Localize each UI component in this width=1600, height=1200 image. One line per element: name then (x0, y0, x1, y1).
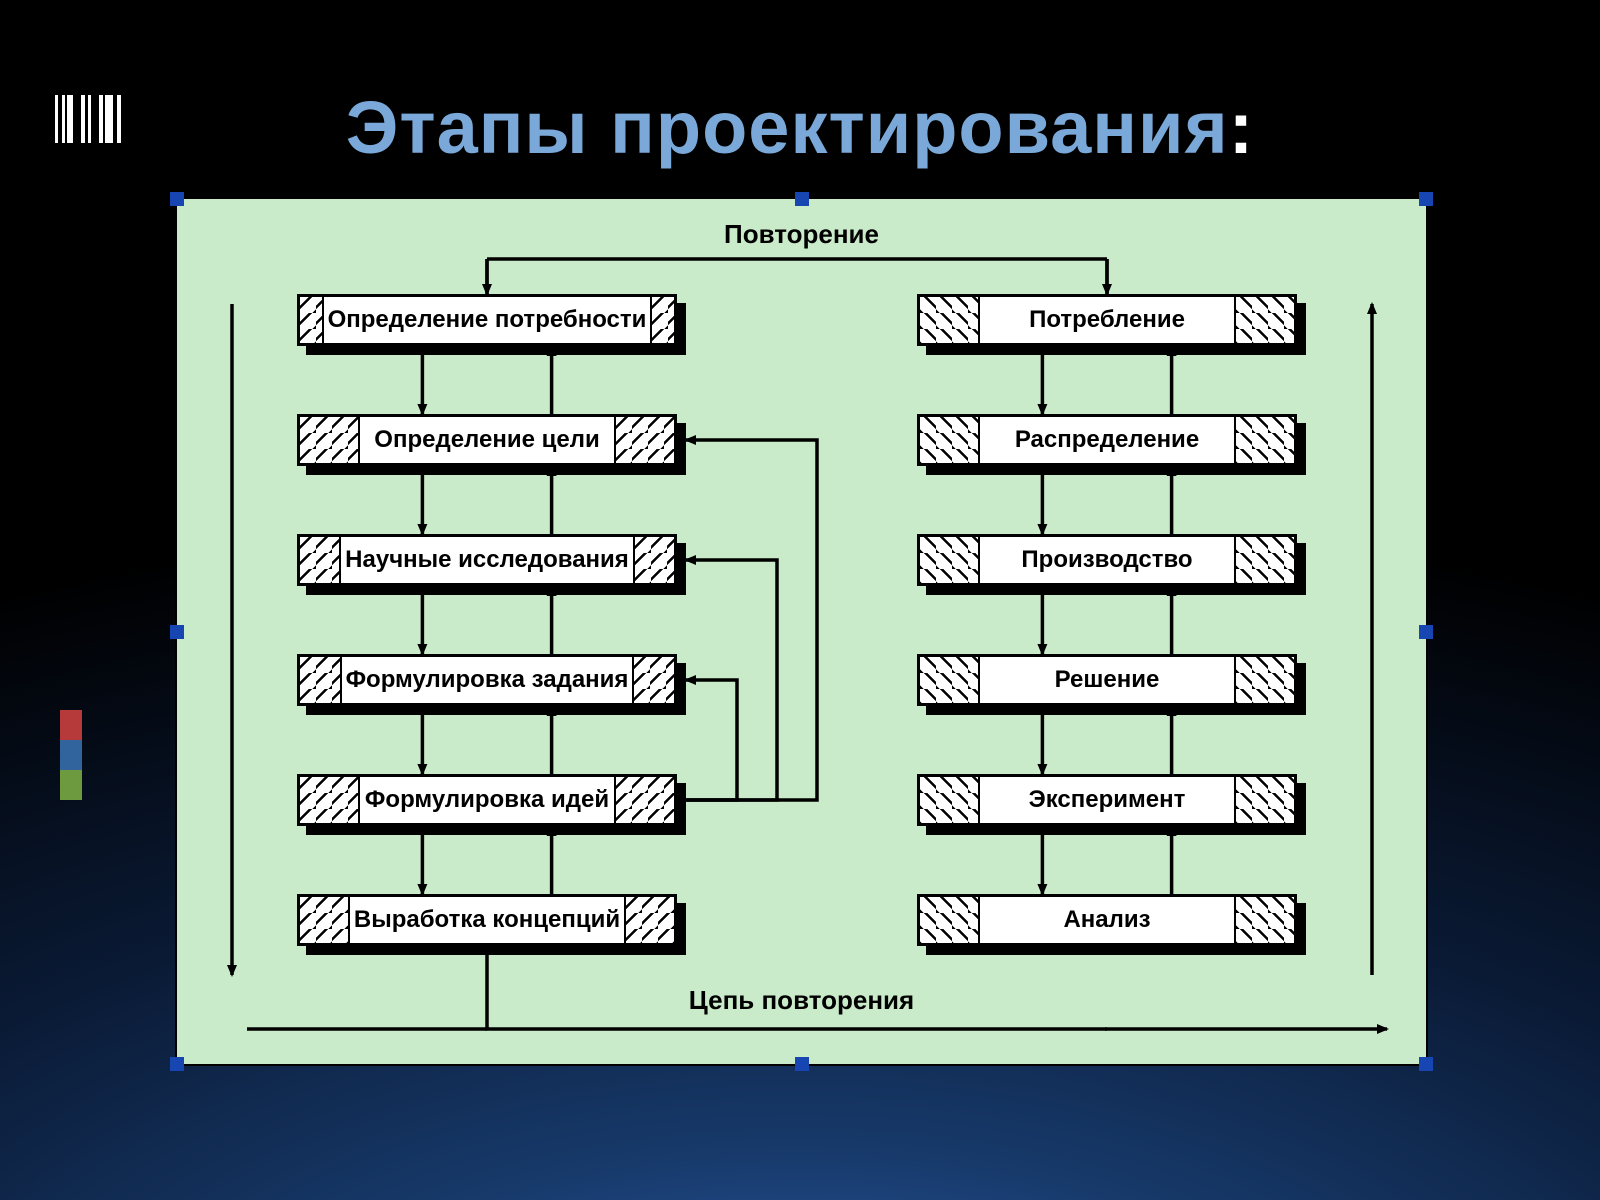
node-hatch (1234, 657, 1294, 703)
node-hatch (614, 417, 674, 463)
node-label: Определение потребности (324, 306, 651, 334)
node-hatch (1234, 537, 1294, 583)
node-label: Определение цели (360, 426, 614, 454)
node-label: Научные исследования (341, 546, 633, 574)
node-hatch (300, 657, 342, 703)
accent-square-green (60, 770, 82, 800)
node-label: Выработка концепций (350, 906, 624, 934)
node-label: Формулировка идей (360, 786, 614, 814)
accent-square-red (60, 710, 82, 740)
node-hatch (920, 897, 980, 943)
flow-node: Выработка концепций (297, 894, 677, 946)
node-hatch (1234, 417, 1294, 463)
flow-node: Потребление (917, 294, 1297, 346)
node-label: Распределение (980, 426, 1234, 454)
node-hatch (920, 297, 980, 343)
node-hatch (300, 537, 341, 583)
accent-square-blue (60, 740, 82, 770)
node-hatch (633, 537, 674, 583)
title-colon: : (1229, 86, 1255, 169)
flow-node: Определение потребности (297, 294, 677, 346)
node-label: Потребление (980, 306, 1234, 334)
node-label: Решение (980, 666, 1234, 694)
slide: Этапы проектирования: Повторение Цепь по… (0, 0, 1600, 1200)
node-hatch (920, 537, 980, 583)
diagram-panel: Повторение Цепь повторения Определение п… (175, 197, 1428, 1066)
flow-node: Решение (917, 654, 1297, 706)
flow-node: Формулировка задания (297, 654, 677, 706)
node-hatch (632, 657, 674, 703)
node-label: Анализ (980, 906, 1234, 934)
slide-title: Этапы проектирования: (0, 85, 1600, 170)
flow-node: Производство (917, 534, 1297, 586)
node-hatch (300, 777, 360, 823)
flow-node: Формулировка идей (297, 774, 677, 826)
node-hatch (920, 777, 980, 823)
node-hatch (650, 297, 674, 343)
flow-node: Анализ (917, 894, 1297, 946)
node-hatch (1234, 297, 1294, 343)
node-hatch (624, 897, 674, 943)
node-hatch (920, 417, 980, 463)
node-hatch (300, 897, 350, 943)
node-label: Производство (980, 546, 1234, 574)
flow-node: Распределение (917, 414, 1297, 466)
title-text: Этапы проектирования (346, 86, 1229, 169)
node-hatch (1234, 897, 1294, 943)
flow-node: Эксперимент (917, 774, 1297, 826)
node-label: Эксперимент (980, 786, 1234, 814)
node-hatch (300, 417, 360, 463)
node-hatch (920, 657, 980, 703)
node-hatch (1234, 777, 1294, 823)
node-label: Формулировка задания (342, 666, 633, 694)
node-hatch (300, 297, 324, 343)
node-hatch (614, 777, 674, 823)
flow-node: Определение цели (297, 414, 677, 466)
flow-node: Научные исследования (297, 534, 677, 586)
